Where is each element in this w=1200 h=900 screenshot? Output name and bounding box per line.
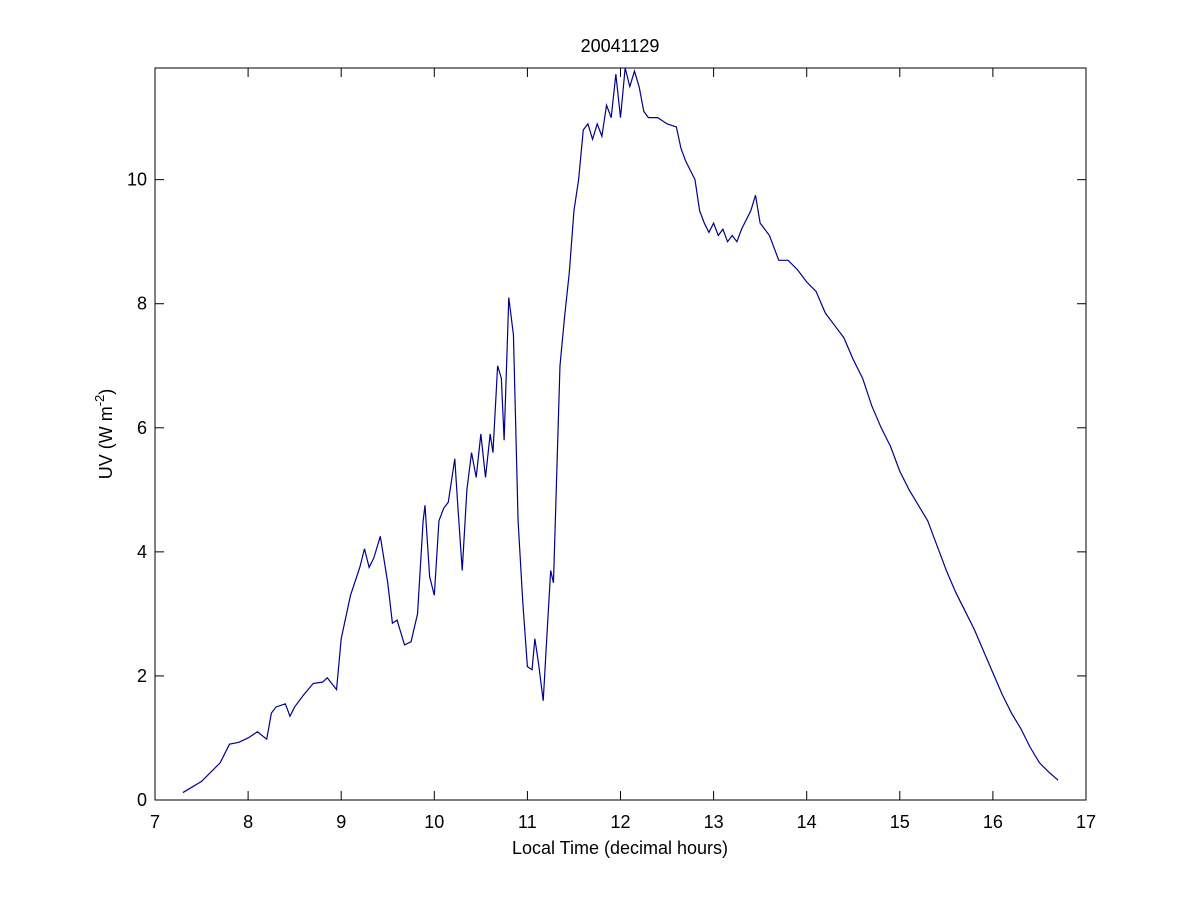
y-label-text: UV (W m (96, 406, 116, 479)
x-tick-label: 12 (610, 812, 630, 832)
data-line (182, 67, 1059, 794)
y-tick-label: 10 (127, 170, 147, 190)
y-label-sup: -2 (92, 395, 107, 407)
x-tick-label: 15 (890, 812, 910, 832)
x-tick-label: 16 (983, 812, 1003, 832)
x-tick-label: 13 (704, 812, 724, 832)
y-axis-label: UV (W m-2) (92, 389, 116, 480)
y-tick-label: 6 (137, 418, 147, 438)
chart-title: 20041129 (581, 36, 660, 56)
x-axis-label: Local Time (decimal hours) (512, 838, 728, 858)
x-tick-label: 10 (424, 812, 444, 832)
y-tick-label: 4 (137, 542, 147, 562)
y-label-end: ) (96, 389, 116, 395)
x-tick-label: 7 (150, 812, 160, 832)
x-tick-label: 11 (518, 812, 537, 832)
x-tick-label: 8 (243, 812, 253, 832)
y-tick-label: 8 (137, 294, 147, 314)
x-tick-label: 17 (1076, 812, 1096, 832)
x-tick-label: 14 (797, 812, 817, 832)
y-tick-label: 0 (137, 790, 147, 810)
x-tick-label: 9 (336, 812, 346, 832)
y-tick-label: 2 (137, 666, 147, 686)
